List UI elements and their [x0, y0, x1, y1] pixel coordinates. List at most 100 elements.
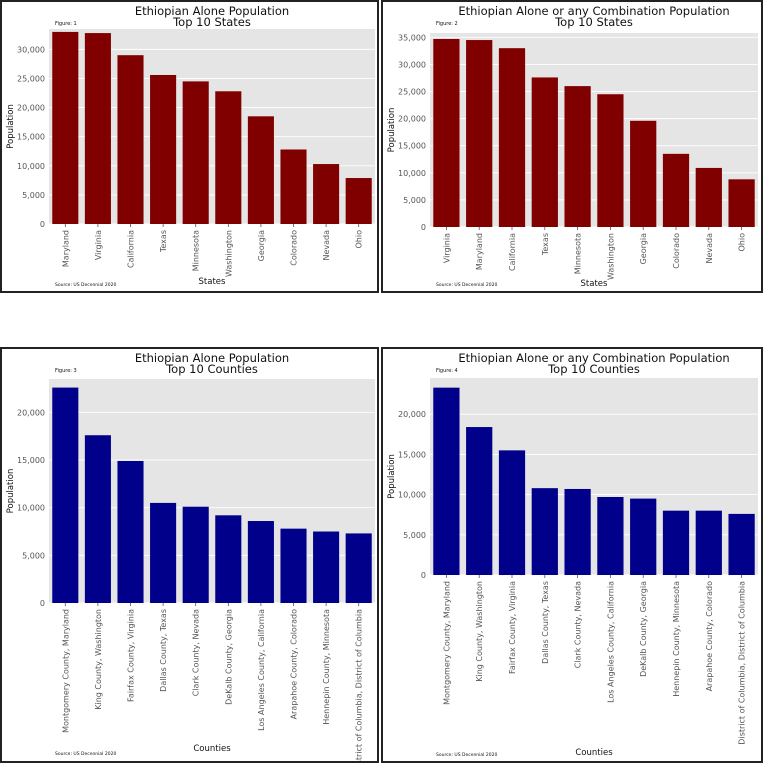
chart-title: Ethiopian Alone Population: [135, 4, 289, 18]
chart-4: Ethiopian Alone or any Combination Popul…: [387, 351, 758, 758]
y-tick-label: 20,000: [17, 408, 45, 417]
x-tick-label: Fairfax County, Virginia: [508, 581, 517, 674]
bar: [84, 33, 111, 224]
y-tick-label: 30,000: [398, 60, 426, 69]
x-tick-label: Hennepin County, Minnesota: [322, 609, 331, 725]
bar: [531, 77, 558, 227]
x-tick-label: Texas: [159, 230, 168, 253]
figure-label: Figure: 1: [55, 21, 77, 27]
chart-title: Ethiopian Alone or any Combination Popul…: [458, 4, 729, 18]
figure-label: Figure: 3: [55, 368, 77, 374]
bar: [695, 167, 722, 227]
bar: [531, 488, 558, 575]
bar: [280, 528, 307, 603]
y-axis-label: Population: [6, 104, 16, 149]
x-tick-label: Virginia: [442, 233, 451, 263]
x-tick-label: Fairfax County, Virginia: [127, 609, 136, 702]
x-axis-label: States: [199, 277, 226, 287]
x-tick-label: Colorado: [290, 230, 299, 266]
bar: [466, 40, 493, 227]
bar: [564, 488, 591, 575]
x-tick-label: Minnesota: [574, 233, 583, 274]
y-tick-label: 0: [40, 220, 45, 229]
x-tick-label: Colorado: [672, 233, 681, 269]
bar: [313, 531, 340, 603]
figure-label: Figure: 4: [436, 368, 458, 374]
bar: [728, 179, 755, 227]
x-tick-label: Clark County, Nevada: [192, 609, 201, 696]
bar: [280, 149, 307, 224]
source-note: Source: US Decennial 2020: [55, 282, 116, 288]
bar: [150, 502, 177, 603]
bar: [466, 427, 493, 575]
y-tick-label: 30,000: [17, 45, 45, 54]
x-tick-label: Hennepin County, Minnesota: [672, 581, 681, 697]
bar: [247, 521, 274, 603]
bar: [215, 91, 242, 224]
bar: [597, 497, 624, 575]
x-tick-label: DeKalb County, Georgia: [639, 581, 648, 677]
y-tick-label: 15,000: [17, 133, 45, 142]
bar: [564, 86, 591, 228]
x-tick-label: Dallas County, Texas: [159, 609, 168, 692]
x-tick-label: Dallas County, Texas: [541, 581, 550, 664]
bar: [597, 94, 624, 227]
x-tick-label: Nevada: [322, 230, 331, 261]
y-tick-label: 10,000: [398, 169, 426, 178]
y-tick-label: 20,000: [398, 410, 426, 419]
bar: [52, 31, 79, 225]
x-tick-label: California: [127, 230, 136, 268]
figure-1-panel: Ethiopian Alone Population Top 10 States F…: [0, 0, 379, 293]
bar: [150, 74, 177, 224]
chart-title: Ethiopian Alone Population: [135, 351, 289, 365]
x-tick-label: District of Columbia, District of Columb…: [355, 609, 364, 761]
bar: [662, 510, 690, 575]
bar: [182, 506, 209, 603]
bar: [498, 48, 526, 227]
y-tick-label: 10,000: [398, 491, 426, 500]
x-tick-label: Montgomery County, Maryland: [442, 581, 451, 705]
bar: [247, 116, 274, 224]
y-tick-label: 5,000: [22, 551, 45, 560]
y-axis-label: Population: [387, 454, 397, 499]
y-tick-label: 10,000: [17, 504, 45, 513]
bar: [215, 515, 242, 603]
y-tick-label: 15,000: [17, 456, 45, 465]
x-axis-label: Counties: [193, 744, 231, 754]
y-tick-label: 10,000: [17, 162, 45, 171]
bar: [630, 120, 657, 227]
x-tick-label: Maryland: [475, 233, 484, 270]
x-tick-label: Texas: [541, 233, 550, 256]
bar: [117, 460, 144, 603]
bar: [345, 178, 372, 224]
bar: [117, 55, 144, 224]
bar: [52, 387, 79, 603]
x-axis-label: States: [581, 279, 608, 289]
bar: [630, 498, 657, 575]
y-tick-label: 20,000: [398, 115, 426, 124]
x-tick-label: Georgia: [639, 233, 648, 264]
x-tick-label: King County, Washington: [475, 581, 484, 682]
figure-3-panel: Ethiopian Alone Population Top 10 Countie…: [0, 347, 379, 763]
chart-subtitle: Top 10 Counties: [165, 362, 258, 376]
bar: [345, 533, 372, 603]
bar: [695, 510, 722, 575]
x-tick-label: Arapahoe County, Colorado: [705, 581, 714, 692]
x-tick-label: King County, Washington: [94, 609, 103, 710]
chart-subtitle: Top 10 States: [554, 15, 633, 29]
x-tick-label: Washington: [224, 230, 233, 277]
y-tick-label: 25,000: [17, 74, 45, 83]
y-axis-label: Population: [387, 108, 397, 153]
source-note: Source: US Decennial 2020: [436, 282, 497, 288]
x-tick-label: Los Angeles County, California: [257, 609, 266, 731]
x-tick-label: Los Angeles County, California: [606, 581, 615, 703]
y-tick-label: 5,000: [403, 196, 426, 205]
source-note: Source: US Decennial 2020: [436, 752, 497, 758]
x-tick-label: DeKalb County, Georgia: [224, 609, 233, 705]
y-tick-label: 15,000: [398, 450, 426, 459]
y-tick-label: 0: [421, 223, 426, 232]
y-tick-label: 20,000: [17, 104, 45, 113]
figure-2-panel: Ethiopian Alone or any Combination Popul…: [381, 0, 763, 293]
